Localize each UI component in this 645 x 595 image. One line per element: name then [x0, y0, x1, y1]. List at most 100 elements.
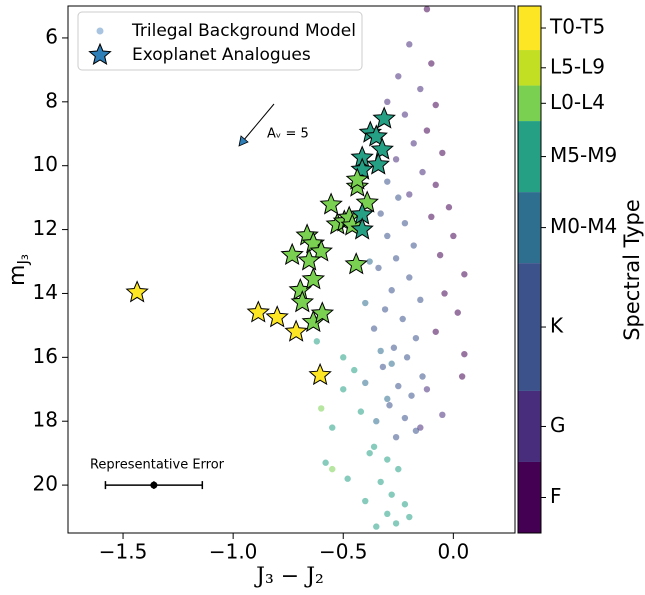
- background-point: [432, 101, 439, 109]
- background-point: [412, 427, 420, 434]
- background-point: [395, 465, 402, 473]
- colorbar-segment: [518, 192, 541, 264]
- colorbar-tick-label: F: [550, 484, 562, 508]
- errorbar-label: Representative Error: [90, 458, 225, 473]
- background-point: [388, 360, 395, 367]
- exoplanet-star: [370, 137, 394, 160]
- background-point: [399, 315, 406, 323]
- background-point: [401, 219, 409, 227]
- exoplanet-star: [350, 217, 374, 240]
- x-tick-label: −0.5: [319, 540, 368, 564]
- colorbar-segment: [518, 50, 541, 86]
- exoplanet-star: [366, 152, 390, 175]
- background-point: [344, 475, 351, 482]
- background-point: [401, 501, 409, 508]
- background-point: [406, 41, 413, 48]
- background-point: [340, 354, 347, 361]
- background-point: [395, 73, 402, 80]
- background-point: [395, 194, 402, 201]
- background-point: [377, 478, 384, 486]
- background-point: [384, 232, 391, 240]
- background-point: [412, 334, 420, 342]
- background-point: [362, 379, 369, 387]
- y-tick-label: 12: [33, 216, 58, 240]
- colorbar-segment: [518, 85, 541, 122]
- colorbar-tick-label: K: [550, 314, 564, 338]
- y-tick-label: 16: [33, 344, 58, 368]
- background-point: [392, 520, 400, 527]
- background-point: [428, 213, 435, 220]
- background-point: [417, 296, 424, 304]
- background-point: [406, 191, 413, 198]
- exoplanet-star: [265, 305, 289, 328]
- exoplanet-star: [310, 301, 335, 324]
- background-point: [406, 274, 413, 281]
- exoplanet-star: [308, 362, 332, 386]
- exoplanet-star: [290, 290, 315, 313]
- extinction-arrow: [242, 103, 275, 142]
- legend-label: Exoplanet Analogues: [132, 45, 311, 65]
- background-point: [370, 443, 378, 450]
- background-point: [406, 513, 413, 521]
- background-point: [370, 325, 378, 332]
- exoplanet-star: [246, 300, 270, 323]
- legend-marker: [88, 42, 112, 65]
- background-point: [417, 85, 424, 93]
- background-point: [423, 386, 431, 393]
- colorbar-segment: [518, 390, 541, 462]
- y-tick-label: 8: [45, 88, 58, 112]
- colorbar-tick-label: G: [550, 413, 566, 437]
- colorbar-tick-label: M5-M9: [550, 143, 617, 167]
- background-point: [329, 465, 336, 473]
- y-tick-label: 10: [33, 152, 58, 176]
- background-point: [454, 309, 461, 316]
- y-tick-label: 18: [33, 408, 58, 432]
- background-point: [441, 290, 448, 297]
- background-point: [395, 382, 402, 390]
- background-point: [373, 418, 380, 425]
- exoplanet-star: [280, 242, 304, 266]
- errorbar-point: [150, 481, 158, 489]
- background-point: [357, 408, 365, 415]
- y-label-base: m: [5, 265, 30, 286]
- background-point: [351, 366, 358, 374]
- background-point: [313, 338, 321, 345]
- exoplanet-star: [344, 252, 368, 275]
- x-tick-label: −1.5: [99, 540, 148, 564]
- series: [125, 106, 396, 386]
- legend-label: Trilegal Background Model: [131, 21, 356, 41]
- background-point: [423, 5, 431, 13]
- exoplanet-star: [345, 174, 370, 197]
- background-point: [392, 156, 400, 163]
- colorbar-tick-label: M0-M4: [550, 214, 617, 238]
- y-tick-label: 20: [33, 472, 58, 496]
- background-point: [432, 328, 439, 335]
- background-point: [340, 386, 347, 393]
- background-point: [410, 140, 417, 147]
- legend-box: [77, 11, 363, 71]
- background-point: [366, 258, 373, 265]
- background-point: [377, 210, 384, 217]
- colorbar-label: Spectral Type: [620, 199, 644, 341]
- exoplanet-star: [350, 157, 374, 180]
- background-point: [384, 510, 391, 518]
- background-point: [432, 181, 439, 189]
- background-point: [401, 414, 409, 422]
- background-point: [381, 306, 389, 313]
- background-point: [428, 60, 435, 67]
- exoplanet-star: [372, 106, 396, 129]
- background-point: [445, 204, 453, 211]
- background-point: [450, 232, 457, 240]
- colorbar-tick-label: T0-T5: [549, 15, 605, 39]
- background-point: [423, 127, 431, 134]
- background-point: [375, 264, 382, 272]
- background-point: [384, 98, 391, 106]
- exoplanet-star: [125, 280, 149, 303]
- y-tick-label: 6: [45, 24, 58, 48]
- background-point: [461, 271, 468, 278]
- colorbar-tick-label: L0-L4: [550, 90, 605, 114]
- colorbar-segment: [518, 263, 541, 391]
- background-point: [401, 111, 409, 118]
- background-point: [377, 347, 384, 355]
- legend-marker: [96, 27, 104, 35]
